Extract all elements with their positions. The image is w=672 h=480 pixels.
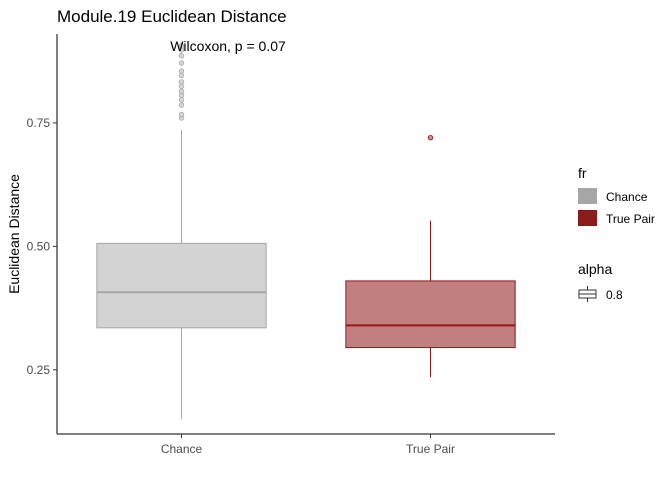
x-tick-label: True Pair — [406, 442, 455, 456]
outlier-point — [178, 68, 185, 74]
outlier-point — [427, 135, 434, 141]
outlier-point — [178, 102, 185, 108]
legend-label: Chance — [606, 190, 648, 204]
legend-key-chance — [578, 188, 597, 204]
outlier-point — [178, 60, 185, 66]
outlier-point — [178, 43, 185, 49]
outlier-point — [178, 53, 185, 59]
y-axis-title: Euclidean Distance — [6, 174, 22, 294]
chart-title: Module.19 Euclidean Distance — [57, 7, 287, 26]
outlier-point — [178, 96, 185, 103]
legend-key-true-pair — [578, 210, 597, 226]
box-chance — [96, 43, 267, 420]
plot-area — [96, 43, 516, 420]
wilcoxon-annotation: Wilcoxon, p = 0.07 — [170, 38, 286, 54]
legend-title-alpha: alpha — [578, 261, 612, 277]
legend-title-fr: fr — [578, 165, 587, 181]
y-tick-label: 0.50 — [27, 239, 51, 253]
outlier-point — [178, 111, 185, 118]
box-true-pair — [345, 135, 516, 378]
axes: 0.25 0.50 0.75 Chance True Pair — [27, 34, 555, 456]
box-iqr — [96, 242, 267, 329]
outlier-point — [178, 88, 185, 94]
legend-label: True Pair — [606, 212, 655, 226]
y-tick-label: 0.75 — [27, 116, 51, 130]
legend: fr Chance True Pair alpha 0.8 — [578, 165, 655, 302]
legend-key-alpha — [578, 286, 597, 302]
box-iqr — [345, 280, 516, 349]
legend-label: 0.8 — [606, 288, 623, 302]
y-tick-label: 0.25 — [27, 363, 51, 377]
x-tick-label: Chance — [161, 442, 203, 456]
outlier-point — [178, 83, 185, 90]
outlier-point — [178, 79, 185, 85]
outlier-point — [178, 72, 185, 79]
